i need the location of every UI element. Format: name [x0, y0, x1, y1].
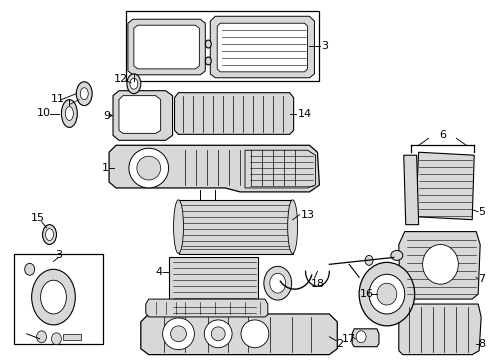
Polygon shape [351, 329, 378, 347]
Text: 5: 5 [478, 207, 485, 217]
Text: 6: 6 [438, 130, 445, 140]
Ellipse shape [390, 251, 402, 260]
Text: 7: 7 [478, 274, 485, 284]
Ellipse shape [37, 331, 46, 343]
Ellipse shape [130, 78, 138, 89]
Ellipse shape [61, 100, 77, 127]
Ellipse shape [25, 264, 35, 275]
Polygon shape [109, 145, 319, 192]
Text: 3: 3 [320, 41, 327, 51]
Ellipse shape [42, 225, 56, 244]
Ellipse shape [170, 326, 186, 342]
Bar [14, 255, 103, 344]
Ellipse shape [287, 200, 297, 253]
Ellipse shape [173, 200, 183, 253]
Ellipse shape [137, 156, 161, 180]
Text: 14: 14 [297, 108, 311, 118]
Ellipse shape [365, 255, 372, 265]
Ellipse shape [241, 320, 268, 348]
Polygon shape [398, 231, 479, 299]
Ellipse shape [205, 57, 211, 65]
Ellipse shape [80, 88, 88, 100]
Ellipse shape [65, 107, 73, 121]
Bar [178, 200, 292, 255]
Polygon shape [415, 152, 473, 220]
Ellipse shape [45, 229, 53, 240]
Ellipse shape [51, 333, 61, 345]
Ellipse shape [32, 269, 75, 325]
Ellipse shape [127, 74, 141, 94]
Text: 18: 18 [310, 279, 324, 289]
Ellipse shape [76, 82, 92, 105]
Bar [63, 334, 81, 340]
Text: 9: 9 [103, 111, 110, 121]
Polygon shape [244, 150, 315, 188]
Ellipse shape [368, 274, 404, 314]
Text: 1: 1 [102, 163, 108, 173]
Text: 17: 17 [342, 334, 356, 344]
Ellipse shape [205, 40, 211, 48]
Text: 4: 4 [155, 267, 162, 277]
Polygon shape [141, 314, 337, 355]
Ellipse shape [422, 244, 457, 284]
Polygon shape [403, 155, 418, 225]
Text: 10: 10 [37, 108, 50, 117]
Polygon shape [145, 299, 267, 317]
Ellipse shape [358, 262, 414, 326]
Bar [168, 257, 257, 319]
Text: 2: 2 [335, 339, 342, 349]
Polygon shape [174, 93, 293, 134]
Ellipse shape [264, 266, 291, 300]
Text: 12: 12 [114, 74, 128, 84]
Ellipse shape [163, 318, 194, 350]
Text: 8: 8 [478, 339, 485, 349]
Polygon shape [210, 16, 314, 78]
Polygon shape [128, 19, 205, 75]
Ellipse shape [355, 331, 366, 343]
Ellipse shape [269, 273, 285, 293]
Text: 16: 16 [359, 289, 373, 299]
Polygon shape [217, 23, 307, 72]
Ellipse shape [376, 283, 396, 305]
Text: 15: 15 [31, 213, 44, 223]
Polygon shape [398, 304, 480, 355]
Polygon shape [134, 25, 199, 69]
Polygon shape [119, 96, 161, 133]
Ellipse shape [211, 327, 224, 341]
Ellipse shape [41, 280, 66, 314]
Text: 3: 3 [55, 251, 62, 260]
Ellipse shape [204, 320, 232, 348]
Text: 13: 13 [300, 210, 314, 220]
Text: 11: 11 [50, 94, 64, 104]
Polygon shape [113, 91, 172, 140]
Ellipse shape [129, 148, 168, 188]
Bar [126, 11, 319, 81]
